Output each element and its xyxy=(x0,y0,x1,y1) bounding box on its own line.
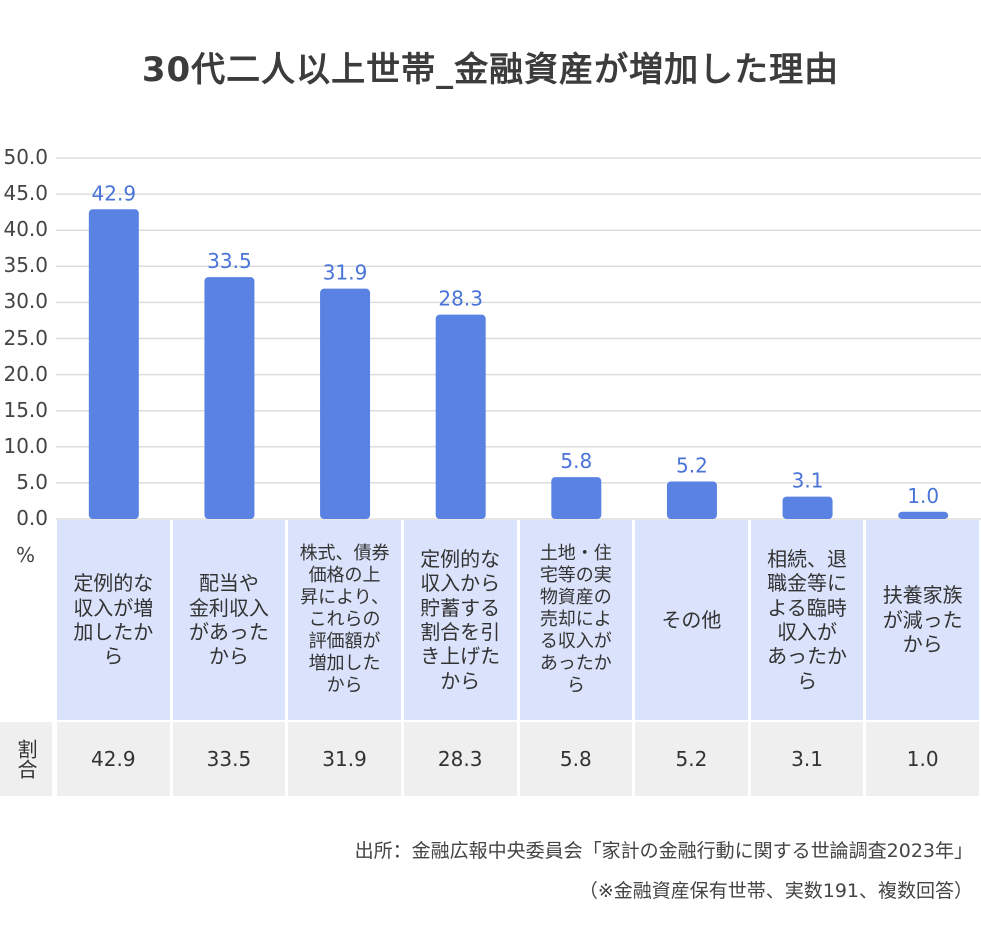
table-cell: 1.0 xyxy=(866,722,979,796)
table-cell: 5.2 xyxy=(635,722,748,796)
table-cell: 5.8 xyxy=(519,722,633,796)
table-cell: 42.9 xyxy=(57,722,170,796)
source-note: 出所：金融広報中央委員会「家計の金融行動に関する世論調査2023年」 xyxy=(354,840,973,862)
category-label: 株式、債券 価格の上 昇により、 これらの 評価額が 増加した から xyxy=(288,520,401,720)
category-text-line: 定例的な xyxy=(420,546,501,571)
bar xyxy=(88,209,139,519)
sample-note: （※金融資産保有世帯、実数191、複数回答） xyxy=(578,880,973,902)
category-text-line: から xyxy=(208,644,249,669)
bar-value-label: 31.9 xyxy=(323,261,368,285)
bar-value-label: 5.8 xyxy=(560,449,592,473)
bar xyxy=(435,314,486,519)
category-text-line: き上げた xyxy=(420,644,501,669)
category-text-line: ら xyxy=(103,644,124,669)
category-text-line: が減った xyxy=(882,607,963,632)
category-text-line: 貯蓄する xyxy=(420,595,501,620)
category-text-line: があった xyxy=(188,620,269,644)
category-text-line: から xyxy=(440,668,481,693)
category-text: 扶養家族 が減った から xyxy=(870,583,975,656)
category-text-line: 割合を引 xyxy=(420,620,501,644)
y-tick-label: 40.0 xyxy=(3,217,48,242)
category-label: その他 xyxy=(635,520,748,720)
category-label: 土地・住 宅等の実 物資産の 売却によ る収入が あったから xyxy=(519,520,633,720)
y-axis-unit: % xyxy=(16,543,36,567)
category-text-line: 定例的な xyxy=(73,571,154,596)
y-tick-label: 15.0 xyxy=(3,397,48,422)
table-cell: 33.5 xyxy=(172,722,286,796)
table-row-label: 割合 xyxy=(0,722,52,796)
y-tick-label: 30.0 xyxy=(3,289,48,314)
category-text: 相続、退 職金等に よる臨時 収入が あったから xyxy=(755,547,860,693)
category-text-line: これらの xyxy=(308,609,381,631)
category-text-line: 価格の上 xyxy=(308,565,381,587)
category-text-line: 宅等の実 xyxy=(539,565,612,587)
category-label: 定例的な 収入が増 加したから xyxy=(57,520,170,720)
category-text-line: あったか xyxy=(539,652,612,674)
category-label: 扶養家族 が減った から xyxy=(866,520,979,720)
bar-value-label: 5.2 xyxy=(676,453,708,477)
bar-value-label: 33.5 xyxy=(207,249,252,273)
category-text: 定例的な 収入が増 加したから xyxy=(61,571,166,669)
category-text-line: 評価額が xyxy=(308,630,381,652)
table-cell: 31.9 xyxy=(288,722,401,796)
y-tick-label: 0.0 xyxy=(16,506,48,530)
category-label: 配当や 金利収入 があった から xyxy=(172,520,286,720)
y-tick-label: 25.0 xyxy=(3,325,48,350)
category-text-line: よる臨時 xyxy=(767,595,847,620)
bar xyxy=(898,511,949,519)
bar xyxy=(204,277,255,519)
category-text-line: 相続、退 xyxy=(767,546,848,571)
category-text: 定例的な 収入から 貯蓄する 割合を引 き上げた から xyxy=(408,547,513,693)
category-text-line: 職金等に xyxy=(767,571,848,596)
category-text-line: 加したか xyxy=(73,620,154,644)
y-tick-label: 5.0 xyxy=(16,469,48,494)
category-text-line: 物資産の xyxy=(539,587,612,609)
category-text-line: から xyxy=(326,674,363,696)
bar-value-label: 3.1 xyxy=(792,469,824,493)
category-text-line: 金利収入 xyxy=(188,595,269,620)
category-text-line: る収入が xyxy=(539,630,612,652)
bar-value-label: 1.0 xyxy=(907,484,939,508)
category-text: その他 xyxy=(639,608,744,632)
category-text: 土地・住 宅等の実 物資産の 売却によ る収入が あったから xyxy=(524,543,629,697)
category-text-line: 昇により、 xyxy=(300,587,390,609)
category-text-line: ら xyxy=(566,674,585,696)
category-label: 相続、退 職金等に よる臨時 収入が あったから xyxy=(750,520,864,720)
category-text-line: 配当や xyxy=(198,571,259,596)
y-tick-label: 35.0 xyxy=(3,253,48,278)
bar xyxy=(551,477,602,519)
bar xyxy=(320,288,371,519)
y-tick-label: 20.0 xyxy=(3,361,48,386)
category-text-line: 売却によ xyxy=(539,609,612,631)
category-text-line: ら xyxy=(797,668,818,693)
category-text-line: 土地・住 xyxy=(539,543,612,565)
y-tick-label: 50.0 xyxy=(3,145,48,169)
bar xyxy=(666,481,717,519)
bar-value-label: 42.9 xyxy=(92,181,137,205)
y-tick-label: 45.0 xyxy=(3,181,48,206)
category-text-line: 増加した xyxy=(308,652,381,674)
category-text-line: 収入が増 xyxy=(73,595,154,620)
category-text: 配当や 金利収入 があった から xyxy=(177,571,282,669)
category-text-line: 収入が xyxy=(777,620,838,644)
table-cell: 28.3 xyxy=(403,722,517,796)
category-text-line: その他 xyxy=(661,607,722,632)
category-text-line: 収入から xyxy=(420,571,501,596)
category-text-line: あったか xyxy=(767,644,848,669)
category-text-line: 扶養家族 xyxy=(882,583,963,608)
category-label: 定例的な 収入から 貯蓄する 割合を引 き上げた から xyxy=(403,520,517,720)
chart-title: 30代二人以上世帯_金融資産が増加した理由 xyxy=(141,50,840,90)
table-cell: 3.1 xyxy=(750,722,864,796)
category-text-line: から xyxy=(902,632,943,657)
category-text-line: 株式、債券 xyxy=(299,543,390,565)
bar-value-label: 28.3 xyxy=(438,287,483,311)
y-tick-label: 10.0 xyxy=(3,433,48,458)
category-text: 株式、債券 価格の上 昇により、 これらの 評価額が 増加した から xyxy=(292,543,397,697)
bar xyxy=(782,496,833,519)
